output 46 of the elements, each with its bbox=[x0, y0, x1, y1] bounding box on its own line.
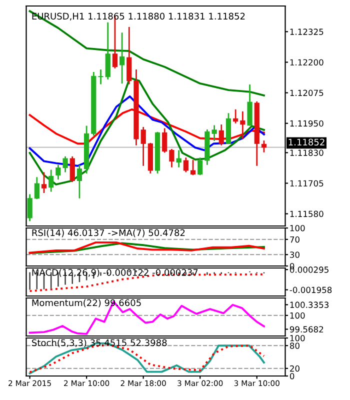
ref-line-label: 1.11852 bbox=[288, 138, 324, 146]
y-tick-label: 1.11830 bbox=[290, 150, 324, 156]
line-series bbox=[28, 10, 265, 96]
line-series bbox=[28, 76, 265, 186]
candlestick bbox=[233, 108, 238, 124]
candlestick bbox=[190, 159, 196, 176]
candlestick bbox=[218, 124, 224, 146]
y-tick-label: 70 bbox=[290, 236, 300, 243]
y-tick-label: 1.12075 bbox=[290, 90, 324, 96]
y-tick-label: -0.001958 bbox=[290, 286, 332, 294]
candlestick bbox=[119, 32, 125, 84]
y-tick-label: 100 bbox=[290, 224, 305, 232]
candlestick bbox=[76, 164, 82, 200]
y-tick-label: 1.11580 bbox=[290, 210, 324, 218]
y-tick-label: 100.3353 bbox=[290, 302, 329, 308]
candlestick bbox=[41, 172, 47, 194]
y-tick-label: 30 bbox=[290, 252, 300, 258]
candlestick bbox=[240, 110, 246, 140]
y-tick-label: 1.12325 bbox=[290, 28, 324, 35]
candlestick bbox=[183, 156, 188, 173]
candlestick bbox=[169, 148, 174, 168]
candlestick bbox=[198, 156, 203, 176]
y-tick-label: 100 bbox=[290, 312, 305, 319]
y-tick-label: 80 bbox=[290, 342, 300, 349]
y-tick-label: 0 bbox=[290, 372, 294, 380]
candlestick bbox=[247, 84, 252, 126]
candlestick bbox=[261, 140, 267, 154]
candlestick bbox=[27, 194, 32, 222]
candlestick bbox=[70, 156, 75, 183]
candlestick bbox=[126, 26, 132, 85]
candlestick bbox=[34, 176, 40, 200]
line-series bbox=[28, 95, 265, 167]
y-tick-label: 1.11950 bbox=[290, 120, 324, 127]
y-tick-label: 99.5682 bbox=[290, 326, 324, 333]
line-series bbox=[28, 108, 265, 145]
candlestick bbox=[162, 128, 168, 154]
chart-title: RSI(14) 46.0137 ->MA(7) 50.4782 bbox=[32, 229, 185, 238]
chart-title: MACD(12,26,9) -0.000122 -0.000237 bbox=[32, 268, 198, 277]
candlestick bbox=[48, 169, 54, 192]
line-series bbox=[28, 300, 265, 335]
y-tick-label: 20 bbox=[290, 365, 300, 372]
y-tick-label: 1.12200 bbox=[290, 59, 324, 66]
candlestick bbox=[176, 150, 182, 168]
candlestick bbox=[105, 22, 110, 80]
y-tick-label: 1.11705 bbox=[290, 180, 324, 187]
y-tick-label: 100 bbox=[290, 334, 305, 342]
